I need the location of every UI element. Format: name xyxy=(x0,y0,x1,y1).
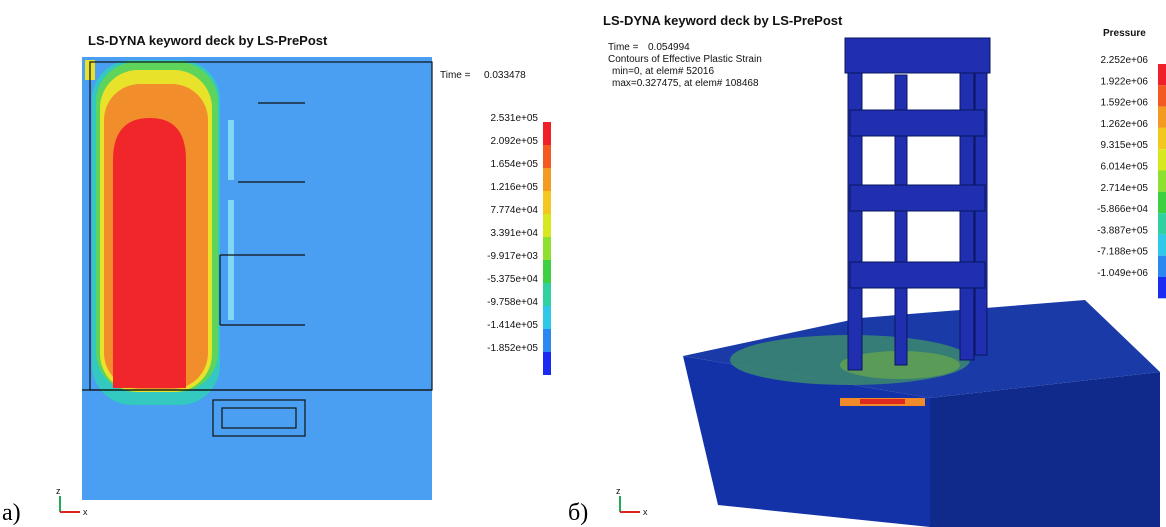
legend-label: -5.866e+04 xyxy=(1097,204,1148,215)
time-value: 0.054994 xyxy=(648,42,690,53)
legend-swatch xyxy=(1158,255,1166,277)
legend-label: 7.774e+04 xyxy=(490,205,538,216)
axis-x: x xyxy=(83,507,88,517)
axis-triad xyxy=(59,496,80,513)
legend-label: -5.375e+04 xyxy=(487,274,538,285)
legend-swatch xyxy=(1158,127,1166,150)
legend-swatch xyxy=(1158,170,1166,192)
panel-label: а) xyxy=(2,500,21,526)
time-label: Time = xyxy=(440,70,471,81)
legend-swatch xyxy=(543,122,551,145)
legend-swatch xyxy=(543,145,551,168)
legend-label: 2.252e+06 xyxy=(1100,55,1148,66)
legend-swatch xyxy=(543,329,551,352)
legend-label: 1.592e+06 xyxy=(1100,98,1148,109)
legend-swatch xyxy=(1158,64,1166,86)
legend-label: -1.414e+05 xyxy=(487,320,538,331)
legend-label: -1.049e+06 xyxy=(1097,268,1148,279)
legend-label: 2.531e+05 xyxy=(490,113,538,124)
right-simulation xyxy=(683,37,1160,527)
legend-label: 2.092e+05 xyxy=(490,136,538,147)
legend-label: -1.852e+05 xyxy=(487,343,538,354)
legend-swatch xyxy=(543,237,551,260)
time-value: 0.033478 xyxy=(484,70,526,81)
legend-swatch xyxy=(543,168,551,191)
legend-swatch xyxy=(543,191,551,214)
info: Contours of Effective Plastic Strain xyxy=(608,54,762,65)
legend-label: 1.216e+05 xyxy=(490,182,538,193)
legend-swatch xyxy=(543,260,551,283)
panel-label: б) xyxy=(568,500,588,526)
axis-z: z xyxy=(616,486,621,496)
legend-label: 1.654e+05 xyxy=(490,159,538,170)
legend-label: 1.262e+06 xyxy=(1100,119,1148,130)
legend-label: 6.014e+05 xyxy=(1100,162,1148,173)
time-label: Time = xyxy=(608,42,639,53)
legend-swatch xyxy=(1158,85,1166,107)
axis-triad xyxy=(619,496,640,513)
legend-swatch xyxy=(543,283,551,306)
legend-label: -9.758e+04 xyxy=(487,297,538,308)
legend-swatch xyxy=(543,214,551,237)
legend-swatch xyxy=(543,306,551,329)
legend-label: 9.315e+05 xyxy=(1100,140,1148,151)
left-simulation xyxy=(82,57,433,500)
legend-label: 2.714e+05 xyxy=(1100,183,1148,194)
axis-z: z xyxy=(56,486,61,496)
legend-label: -3.887e+05 xyxy=(1097,225,1148,236)
legend-swatch xyxy=(1158,149,1166,171)
legend-title: Pressure xyxy=(1103,28,1146,39)
info: min=0, at elem# 52016 xyxy=(612,66,714,77)
legend-label: 3.391e+04 xyxy=(490,228,538,239)
legend-swatch xyxy=(1158,277,1166,299)
legend-swatch xyxy=(1158,106,1166,128)
legend-swatch xyxy=(1158,234,1166,256)
info: max=0.327475, at elem# 108468 xyxy=(612,78,759,89)
legend-swatch xyxy=(543,352,551,375)
title: LS-DYNA keyword deck by LS-PrePost xyxy=(88,33,328,48)
legend-label: 1.922e+06 xyxy=(1100,76,1148,87)
title: LS-DYNA keyword deck by LS-PrePost xyxy=(603,13,843,28)
legend-swatch xyxy=(1158,191,1166,214)
legend-swatch xyxy=(1158,213,1166,235)
legend-label: -7.188e+05 xyxy=(1097,247,1148,258)
legend-label: -9.917e+03 xyxy=(487,251,538,262)
axis-x: x xyxy=(643,507,648,517)
